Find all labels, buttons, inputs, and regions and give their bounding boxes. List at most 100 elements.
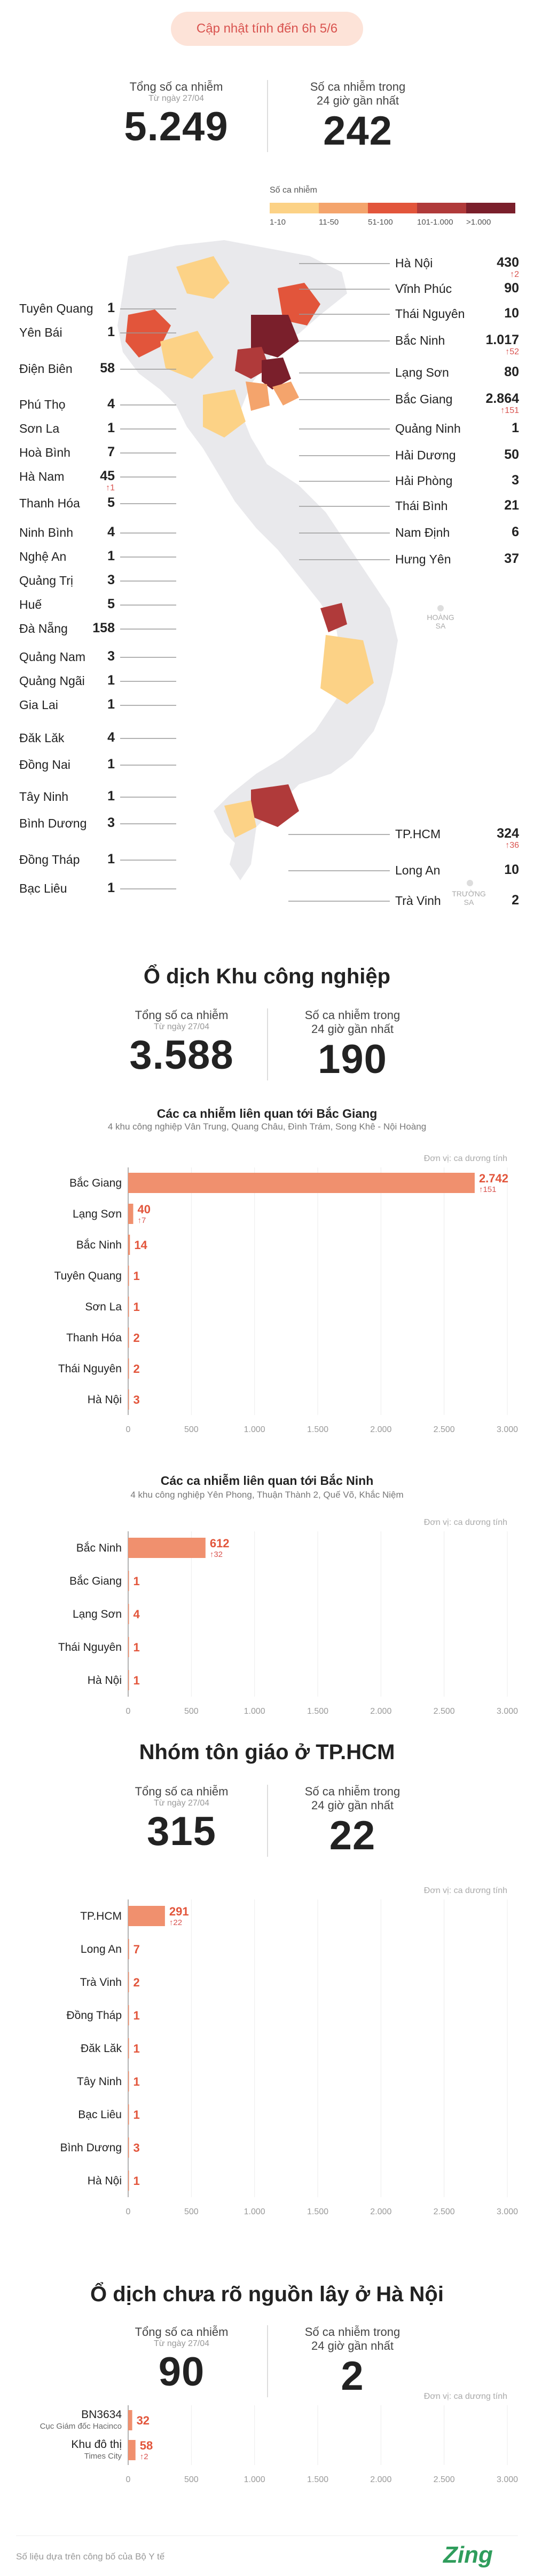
map-province-label: Hà Nội [395,256,433,270]
bar [128,1939,129,1959]
map-province-value: 1 [107,789,115,804]
bar-value-label: 291 [169,1905,189,1918]
map-province-label: Hà Nam [19,470,65,483]
north-region [176,256,230,299]
x-tick-label: 2.000 [370,2475,391,2484]
bar-value-label: 2 [134,1976,140,1989]
map-province-value: 58 [100,361,115,376]
bar [128,1906,165,1926]
bar-value-label: 1 [134,1269,140,1283]
new-cases-block: Số ca nhiễm trong 24 giờ gần nhất 242 [278,80,438,154]
hcm-region [251,784,299,827]
legend-swatch [319,203,368,213]
new-label-2: 24 giờ gần nhất [317,94,399,107]
map-province-value: 3 [107,649,115,664]
map-province-label: Nam Định [395,526,450,539]
map-province-increase: ↑36 [505,841,519,850]
x-tick-label: 500 [184,1707,199,1716]
x-tick-label: 1.500 [307,1425,328,1434]
bar-value-label: 1 [134,2042,140,2055]
category-label: Bắc Ninh [76,1239,122,1251]
bar-chart-svg: Đơn vị: ca dương tính 0 500 1.000 1.500 2.000… [58,1518,518,1716]
map-province-value: 324 [497,826,519,841]
map-province-value: 1.017 [485,332,519,347]
x-tick-label: 2.500 [434,2475,455,2484]
map-province-value: 3 [107,573,115,587]
map-province-label: Vĩnh Phúc [395,282,452,296]
legend-label: 101-1.000 [417,218,453,227]
industrial-total-since: Từ ngày 27/04 [153,1022,210,1031]
x-tick-label: 1.000 [244,1707,265,1716]
map-province-value: 1 [107,852,115,866]
bar [128,1327,129,1348]
x-tick-label: 2.000 [370,1707,391,1716]
map-province-label: Nghệ An [19,550,67,563]
category-label: Hà Nội [88,1674,122,1687]
total-since: Từ ngày 27/04 [148,94,205,103]
bar-value-label: 3 [134,1393,140,1406]
hanoi-new-label-1: Số ca nhiễm trong [304,2325,400,2339]
hanoi-total-since: Từ ngày 27/04 [153,2339,210,2348]
map-province-value: 80 [504,364,519,379]
bar [128,1604,129,1624]
map-province-label: Thanh Hóa [19,496,80,510]
bar-value-label: 32 [137,2414,150,2427]
total-label: Tổng số ca nhiễm [129,80,223,93]
map-province-value: 1 [107,324,115,339]
vietnam-map: HOÀNG SA TRƯỜNG SA [117,240,486,907]
religious-divider [267,1785,268,1857]
map-province-value: 10 [504,862,519,877]
category-label: Sơn La [85,1301,122,1313]
bar [128,1266,129,1286]
category-label: Trà Vinh [80,1976,122,1989]
category-label: Bạc Liêu [78,2109,122,2121]
map-base [117,240,398,880]
category-label: Long An [81,1943,122,1955]
map-province-label: Quảng Nam [19,650,86,664]
legend-swatch [270,203,319,213]
bar [128,1972,129,1992]
industrial-total-block: Tổng số ca nhiễm Từ ngày 27/04 3.588 [107,1008,256,1078]
hoang-sa-label: HOÀNG [427,613,454,622]
legend-swatch [466,203,515,213]
industrial-title: Ổ dịch Khu công nghiệp [143,965,391,988]
ha-nam-region [246,381,270,411]
map-province-label: Đồng Tháp [19,853,80,866]
map-province-label: Yên Bái [19,325,62,339]
hanoi-total-value: 90 [158,2349,205,2395]
hanoi-total-label: Tổng số ca nhiễm [135,2325,229,2339]
x-tick-label: 0 [126,2207,131,2216]
map-province-value: 2 [512,893,519,908]
zing-logo[interactable]: Zing [443,2542,493,2568]
bar-value-label: 40 [137,1203,150,1216]
map-province-value: 90 [504,281,519,296]
bar [128,1358,129,1379]
category-label: Tuyên Quang [54,1270,122,1282]
map-province-label: Tuyên Quang [19,301,93,315]
footer-divider [16,2535,518,2536]
x-tick-label: 1.000 [244,2207,265,2216]
category-label: Khu đô thị [71,2438,122,2451]
new-label-1: Số ca nhiễm trong [310,80,406,93]
map-province-label: Quảng Trị [19,574,73,587]
industrial-new-value: 190 [318,1037,387,1082]
bacninh-chart-subtitle: 4 khu công nghiệp Yên Phong, Thuận Thành… [130,1490,404,1500]
map-province-label: Huế [19,598,42,611]
new-value: 242 [323,108,392,154]
religious-total-value: 315 [147,1809,216,1854]
map-province-label: Đăk Lăk [19,731,65,745]
map-province-value: 1 [107,757,115,772]
bar-chart-svg: Đơn vị: ca dương tính 0 500 1.000 1.500 2.000… [60,1886,519,2216]
map-province-label: Điện Biên [19,362,73,376]
bar [128,1670,129,1690]
update-time-pill: Cập nhật tính đến 6h 5/6 [171,12,363,46]
category-label: Thái Nguyên [58,1641,122,1653]
total-value: 5.249 [124,104,229,149]
map-province-value: 1 [107,880,115,895]
bar [128,1204,134,1224]
category-label: Bắc Giang [69,1575,122,1587]
bar-value-label: 1 [134,1674,140,1687]
category-label: Đăk Lăk [81,2042,122,2055]
hanoi-new-block: Số ca nhiễm trong 24 giờ gần nhất 2 [278,2325,427,2399]
category-label: Thanh Hóa [66,1332,122,1344]
